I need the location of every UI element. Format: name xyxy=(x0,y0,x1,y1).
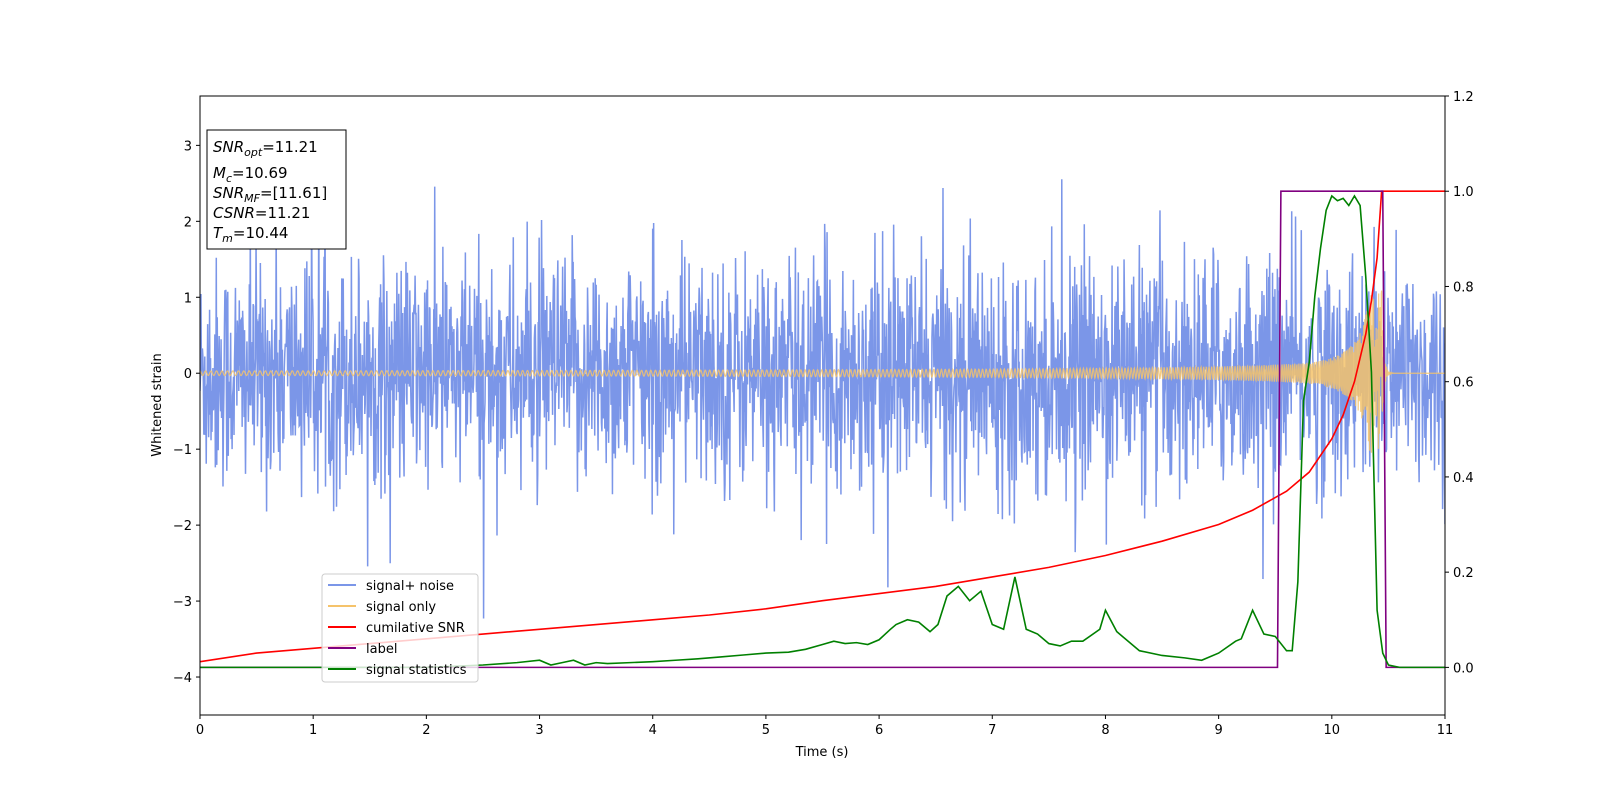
y-tick-label: −4 xyxy=(173,671,192,686)
series-signal-only xyxy=(200,290,1445,457)
legend-label: label xyxy=(366,642,397,657)
info-value: =10.44 xyxy=(233,224,289,242)
y2-tick-label: 1.0 xyxy=(1453,185,1474,200)
series-cumulative-snr xyxy=(200,190,1445,663)
legend-label: signal statistics xyxy=(366,663,467,678)
legend-frame xyxy=(321,573,479,683)
y2-tick-label: 0.0 xyxy=(1453,661,1474,676)
series-signal-statistics xyxy=(200,194,1445,669)
y-axis-left: −4 −3 −2 −1 0 1 2 3 xyxy=(173,139,200,686)
y2-tick-label: 0.2 xyxy=(1453,566,1474,581)
info-box-frame xyxy=(206,129,347,250)
x-tick-label: 0 xyxy=(196,723,204,738)
x-tick-label: 7 xyxy=(988,723,996,738)
info-value: =11.21 xyxy=(262,138,318,156)
y-tick-label: −2 xyxy=(173,519,192,534)
y-axis-label: Whitened strain xyxy=(150,353,165,456)
info-symbol: SNR xyxy=(213,138,244,156)
y-axis-right: 0.0 0.2 0.4 0.6 0.8 1.0 1.2 xyxy=(1445,90,1474,676)
y2-tick-label: 0.4 xyxy=(1453,471,1474,486)
info-line-snr-opt: SNRopt=11.21 xyxy=(213,138,318,159)
info-line-tm: Tm=10.44 xyxy=(213,224,288,245)
x-tick-label: 8 xyxy=(1101,723,1109,738)
x-tick-label: 1 xyxy=(309,723,317,738)
x-tick-label: 5 xyxy=(762,723,770,738)
y2-tick-label: 0.6 xyxy=(1453,376,1474,391)
info-value: =10.69 xyxy=(232,164,288,182)
info-value: =11.21 xyxy=(255,204,311,222)
series-signal-noise xyxy=(200,156,1445,619)
series-layer xyxy=(200,156,1445,669)
x-tick-label: 3 xyxy=(535,723,543,738)
y-tick-label: 2 xyxy=(184,215,192,230)
info-line-csnr: CSNR=11.21 xyxy=(213,204,310,222)
y-tick-label: −3 xyxy=(173,595,192,610)
x-tick-label: 10 xyxy=(1324,723,1341,738)
plot-frame xyxy=(199,95,1446,716)
info-subscript: MF xyxy=(244,192,260,205)
info-symbol: M xyxy=(213,164,226,182)
info-value: =[11.61] xyxy=(260,184,327,202)
y-tick-label: −1 xyxy=(173,443,192,458)
x-axis: 0 1 2 3 4 5 6 7 8 9 10 11 xyxy=(196,715,1453,738)
legend: signal+ noise signal only cumilative SNR la… xyxy=(321,573,479,683)
y-tick-label: 1 xyxy=(184,291,192,306)
info-box: SNRopt=11.21 Mc=10.69 SNRMF=[11.61] CSNR… xyxy=(206,129,347,250)
info-subscript: c xyxy=(226,172,232,185)
info-line-snr-mf: SNRMF=[11.61] xyxy=(213,184,327,205)
x-axis-label: Time (s) xyxy=(795,745,849,760)
info-symbol: CSNR xyxy=(213,204,255,222)
info-subscript: opt xyxy=(244,146,263,159)
legend-label: signal only xyxy=(366,600,436,615)
info-symbol: SNR xyxy=(213,184,244,202)
info-symbol: T xyxy=(213,224,224,242)
x-tick-label: 9 xyxy=(1214,723,1222,738)
x-tick-label: 4 xyxy=(649,723,657,738)
x-tick-label: 11 xyxy=(1437,723,1454,738)
y2-tick-label: 0.8 xyxy=(1453,280,1474,295)
y-tick-label: 0 xyxy=(184,367,192,382)
x-tick-label: 6 xyxy=(875,723,883,738)
y2-tick-label: 1.2 xyxy=(1453,90,1474,105)
info-subscript: m xyxy=(222,232,233,245)
y-tick-label: 3 xyxy=(184,139,192,154)
legend-label: cumilative SNR xyxy=(366,621,465,636)
info-line-mc: Mc=10.69 xyxy=(213,164,288,185)
x-tick-label: 2 xyxy=(422,723,430,738)
legend-label: signal+ noise xyxy=(366,579,454,594)
